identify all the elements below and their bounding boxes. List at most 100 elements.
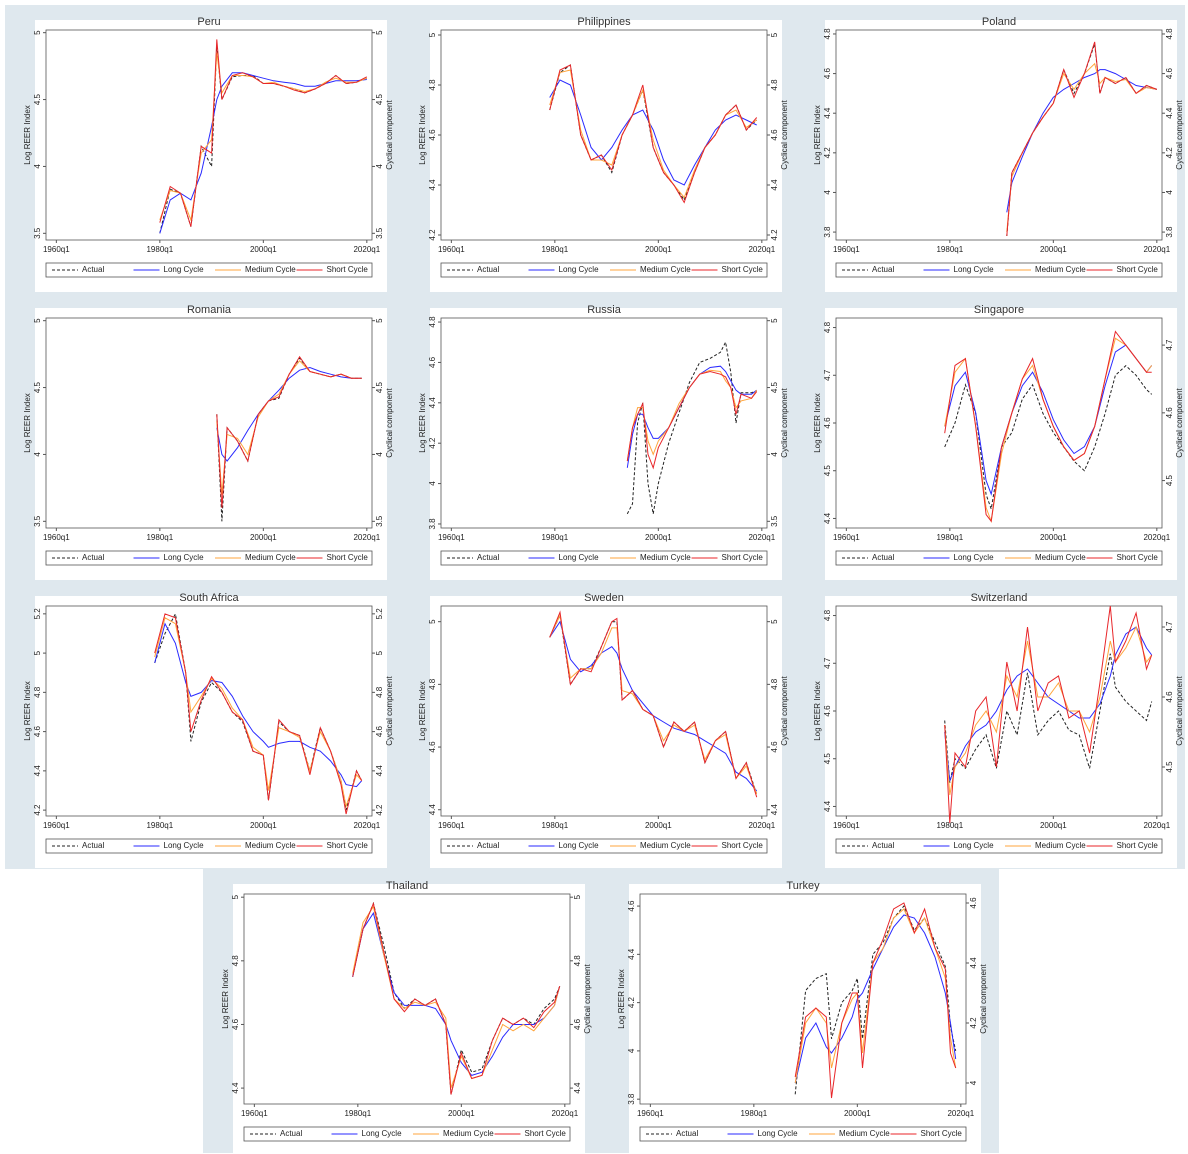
y-tick-label: 4.6 <box>823 417 832 429</box>
panel-background <box>430 308 782 580</box>
legend <box>440 262 768 278</box>
legend-label: Short Cycle <box>921 1129 963 1138</box>
x-tick-label: 1960q1 <box>438 533 465 542</box>
y-tick-label: 4.7 <box>823 369 832 381</box>
x-tick-label: 1960q1 <box>241 1109 268 1118</box>
legend-label: Medium Cycle <box>640 265 691 274</box>
legend <box>440 550 768 566</box>
y-tick-label: 4.5 <box>33 93 42 105</box>
legend-label: Actual <box>82 841 104 850</box>
y2-tick-label: 4 <box>375 164 384 169</box>
y2-tick-label: 4 <box>1165 190 1174 195</box>
legend-label: Medium Cycle <box>839 1129 890 1138</box>
y2-axis-title: Cyclical component <box>385 100 394 170</box>
y2-tick-label: 5 <box>573 894 582 899</box>
legend-label: Actual <box>280 1129 302 1138</box>
x-tick-label: 1980q1 <box>936 245 963 254</box>
y2-axis-title: Cyclical component <box>1175 100 1184 170</box>
y2-tick-label: 4.7 <box>1165 339 1174 351</box>
y2-tick-label: 4.4 <box>969 957 978 969</box>
y-axis-title: Log REER Index <box>617 969 626 1029</box>
x-tick-label: 1960q1 <box>833 245 860 254</box>
y2-tick-label: 4.2 <box>375 804 384 816</box>
x-tick-label: 2020q1 <box>748 533 775 542</box>
y2-tick-label: 5 <box>770 619 779 624</box>
series-line <box>944 344 1153 496</box>
y2-tick-label: 4.6 <box>770 741 779 753</box>
y-tick-label: 4.4 <box>428 804 437 816</box>
y2-tick-label: 4.6 <box>375 725 384 737</box>
y2-tick-label: 4.4 <box>375 765 384 777</box>
x-tick-label: 2020q1 <box>551 1109 578 1118</box>
y-tick-label: 4.2 <box>428 229 437 241</box>
legend-label: Short Cycle <box>722 841 764 850</box>
y-axis-title: Log REER Index <box>23 105 32 165</box>
series-line <box>794 902 957 1099</box>
chart-title: Switzerland <box>971 592 1028 604</box>
x-tick-label: 2020q1 <box>748 821 775 830</box>
y2-tick-label: 4.5 <box>1165 761 1174 773</box>
y2-tick-label: 4.2 <box>770 229 779 241</box>
legend-label: Medium Cycle <box>245 553 296 562</box>
y2-axis-title: Cyclical component <box>979 964 988 1034</box>
y-tick-label: 4.8 <box>428 316 437 328</box>
y2-tick-label: 4 <box>375 452 384 457</box>
legend-label: Short Cycle <box>327 553 369 562</box>
series-line <box>352 901 561 1095</box>
y-tick-label: 4 <box>33 164 42 169</box>
series-line <box>626 370 758 470</box>
x-tick-label: 1980q1 <box>936 533 963 542</box>
y-tick-label: 4.6 <box>33 725 42 737</box>
y2-tick-label: 4.6 <box>969 897 978 909</box>
legend <box>45 550 373 566</box>
panel-background <box>430 20 782 292</box>
y-tick-label: 3.5 <box>33 515 42 527</box>
legend-label: Short Cycle <box>1117 841 1159 850</box>
y-axis-title: Log REER Index <box>813 681 822 741</box>
x-tick-label: 1960q1 <box>637 1109 664 1118</box>
legend-label: Long Cycle <box>559 265 600 274</box>
y-tick-label: 4.6 <box>428 129 437 141</box>
x-tick-label: 1980q1 <box>344 1109 371 1118</box>
series-line <box>154 613 363 815</box>
x-tick-label: 1980q1 <box>146 821 173 830</box>
y-tick-label: 4 <box>627 1048 636 1053</box>
y2-tick-label: 4.5 <box>770 381 779 393</box>
legend-label: Long Cycle <box>164 265 205 274</box>
series-line <box>794 905 957 1095</box>
panel-background <box>825 20 1177 292</box>
y2-tick-label: 5 <box>375 30 384 35</box>
legend-label: Long Cycle <box>954 265 995 274</box>
panel-background <box>233 884 585 1154</box>
y-tick-label: 5 <box>428 619 437 624</box>
series-line <box>944 625 1153 796</box>
y2-tick-label: 4.6 <box>770 129 779 141</box>
chart-title: Russia <box>587 304 622 316</box>
y-tick-label: 4.2 <box>33 804 42 816</box>
legend-label: Short Cycle <box>722 265 764 274</box>
y2-tick-label: 4.4 <box>770 804 779 816</box>
series-line <box>944 330 1152 523</box>
y2-tick-label: 4.5 <box>1165 474 1174 486</box>
x-tick-label: 2000q1 <box>645 533 672 542</box>
x-tick-label: 1980q1 <box>541 533 568 542</box>
panel-background <box>35 308 387 580</box>
legend-label: Medium Cycle <box>640 841 691 850</box>
x-tick-label: 1980q1 <box>740 1109 767 1118</box>
y-tick-label: 5.2 <box>33 608 42 620</box>
legend-label: Long Cycle <box>954 841 995 850</box>
panel-background <box>35 596 387 868</box>
y-tick-label: 4.6 <box>428 356 437 368</box>
legend-label: Medium Cycle <box>245 265 296 274</box>
y-tick-label: 4.7 <box>823 657 832 669</box>
y2-axis-title: Cyclical component <box>1175 388 1184 458</box>
legend <box>835 550 1163 566</box>
y-tick-label: 4 <box>428 481 437 486</box>
y-tick-label: 4.4 <box>428 179 437 191</box>
y2-tick-label: 3.5 <box>375 227 384 239</box>
legend <box>243 1126 571 1142</box>
series-line <box>549 79 757 186</box>
x-tick-label: 2020q1 <box>748 245 775 254</box>
y-tick-label: 3.8 <box>627 1093 636 1105</box>
y2-axis-title: Cyclical component <box>780 100 789 170</box>
